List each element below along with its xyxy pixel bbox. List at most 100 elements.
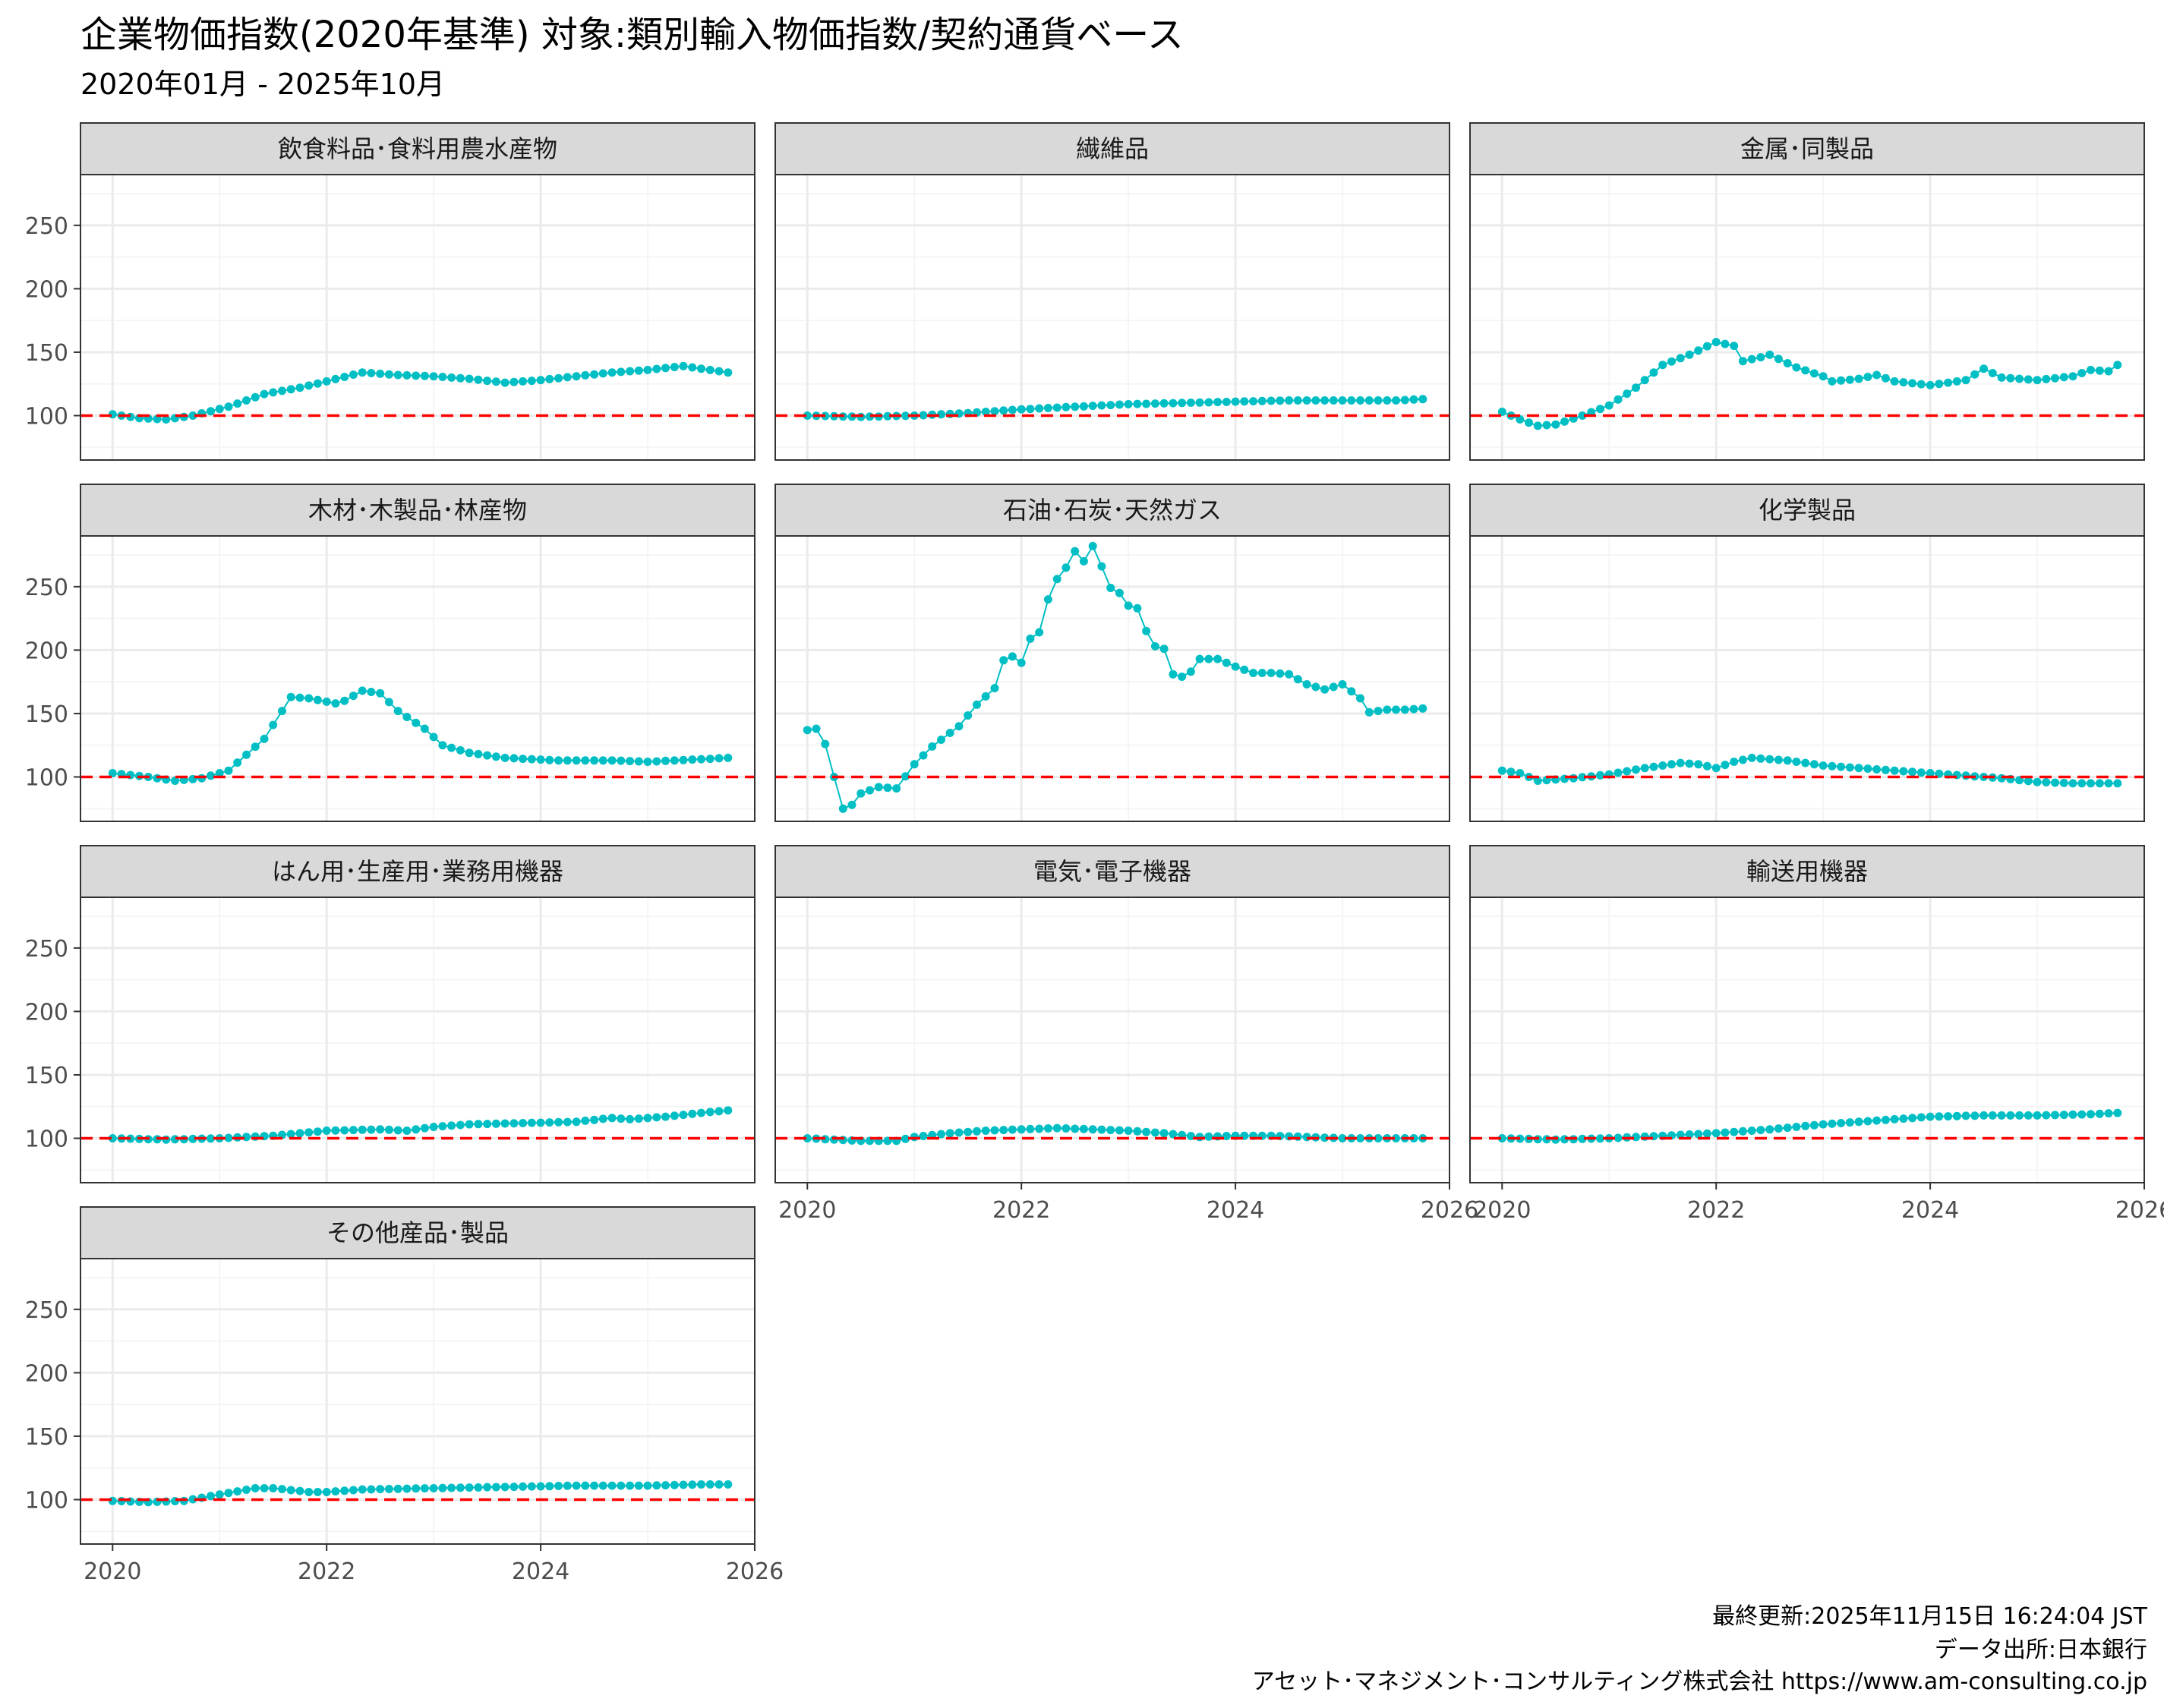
panel-title: 化学製品 bbox=[1759, 496, 1856, 525]
data-point bbox=[1142, 626, 1151, 635]
data-point bbox=[598, 369, 607, 378]
panel-7: はん用･生産用･業務用機器 100 150 200 250 bbox=[25, 845, 756, 1183]
panel-8: 電気･電子機器 2020 2022 2024 2026 bbox=[774, 845, 1478, 1224]
data-point bbox=[1952, 1111, 1961, 1120]
data-point bbox=[500, 1119, 509, 1128]
data-point bbox=[1783, 359, 1792, 367]
data-point bbox=[331, 374, 340, 383]
data-point bbox=[251, 392, 260, 402]
data-point bbox=[803, 726, 812, 735]
data-point bbox=[429, 733, 438, 742]
data-point bbox=[1828, 377, 1837, 386]
data-point bbox=[1908, 1114, 1917, 1123]
data-point bbox=[1088, 541, 1097, 550]
panel-border bbox=[1469, 174, 2145, 461]
data-point bbox=[1747, 1127, 1756, 1135]
data-point bbox=[304, 1488, 314, 1496]
data-point bbox=[1222, 398, 1231, 406]
panel-background bbox=[775, 536, 1450, 821]
data-point bbox=[1845, 375, 1854, 384]
y-tick-label: 100 bbox=[25, 765, 68, 792]
panel-6: 化学製品 bbox=[1469, 484, 2145, 822]
data-point bbox=[1988, 369, 1997, 377]
data-point bbox=[1383, 705, 1392, 714]
data-point bbox=[1685, 759, 1694, 768]
data-point bbox=[554, 1117, 563, 1127]
data-point bbox=[1863, 1117, 1872, 1126]
panel-5: 石油･石炭･天然ガス bbox=[774, 484, 1450, 822]
data-point bbox=[1133, 399, 1142, 408]
data-point bbox=[367, 1485, 376, 1494]
data-point bbox=[1276, 396, 1285, 405]
data-point bbox=[474, 1120, 483, 1129]
data-point bbox=[1819, 372, 1828, 381]
data-point bbox=[456, 1120, 465, 1130]
data-point bbox=[367, 1125, 376, 1134]
data-point bbox=[162, 415, 171, 424]
data-point bbox=[581, 1116, 590, 1125]
data-point bbox=[954, 1128, 964, 1137]
data-point bbox=[1828, 761, 1837, 770]
data-point bbox=[661, 1481, 670, 1490]
data-point bbox=[1347, 687, 1356, 696]
data-point bbox=[1240, 665, 1249, 674]
data-point bbox=[670, 1111, 679, 1120]
data-point bbox=[1640, 764, 1649, 773]
data-point bbox=[1115, 400, 1124, 409]
data-point bbox=[1106, 401, 1115, 410]
data-point bbox=[1596, 770, 1604, 780]
data-point bbox=[474, 375, 483, 384]
panel-strip bbox=[1469, 122, 2145, 175]
data-point bbox=[1551, 420, 1560, 429]
data-point bbox=[981, 692, 990, 701]
data-point bbox=[581, 1481, 590, 1490]
data-point bbox=[519, 377, 528, 386]
data-point bbox=[617, 1481, 626, 1490]
panel-border bbox=[774, 174, 1450, 461]
data-point bbox=[1159, 399, 1169, 408]
data-point bbox=[670, 1480, 679, 1489]
data-point bbox=[536, 755, 545, 764]
data-point bbox=[1614, 768, 1623, 777]
data-point bbox=[554, 373, 563, 383]
y-tick-label: 200 bbox=[25, 999, 68, 1026]
data-point bbox=[1061, 563, 1071, 572]
data-point bbox=[483, 1120, 492, 1129]
data-point bbox=[340, 696, 349, 705]
data-point bbox=[215, 405, 224, 414]
data-point bbox=[188, 411, 197, 420]
data-point bbox=[2024, 1111, 2033, 1120]
data-point bbox=[1159, 1129, 1169, 1138]
data-point bbox=[598, 1114, 607, 1123]
data-point bbox=[1133, 603, 1142, 613]
data-point bbox=[1320, 1133, 1330, 1142]
data-point bbox=[1783, 1123, 1792, 1133]
data-point bbox=[1783, 756, 1792, 765]
data-point bbox=[1240, 397, 1249, 406]
data-point bbox=[295, 693, 304, 702]
data-point bbox=[874, 783, 883, 792]
data-point bbox=[626, 1114, 635, 1123]
data-point bbox=[945, 1129, 954, 1138]
data-point bbox=[322, 697, 331, 706]
data-point bbox=[509, 754, 519, 763]
caption-last-updated: 最終更新:2025年11月15日 16:24:04 JST bbox=[1712, 1603, 2147, 1630]
panel-title: 木材･木製品･林産物 bbox=[308, 496, 527, 525]
data-point bbox=[358, 1125, 367, 1134]
data-point bbox=[447, 373, 456, 382]
data-point bbox=[447, 1483, 456, 1492]
data-point bbox=[483, 751, 492, 760]
data-point bbox=[260, 734, 269, 743]
data-point bbox=[945, 729, 954, 737]
data-point bbox=[572, 1117, 581, 1127]
data-point bbox=[1819, 1120, 1828, 1129]
data-point bbox=[1649, 762, 1658, 771]
data-point bbox=[1124, 400, 1133, 408]
panel-strip bbox=[80, 845, 756, 898]
data-point bbox=[393, 370, 402, 380]
panel-strip bbox=[774, 484, 1450, 537]
data-point bbox=[598, 1481, 607, 1490]
x-tick-label: 2022 bbox=[1687, 1197, 1745, 1224]
data-point bbox=[233, 399, 242, 408]
data-point bbox=[1614, 1133, 1623, 1142]
